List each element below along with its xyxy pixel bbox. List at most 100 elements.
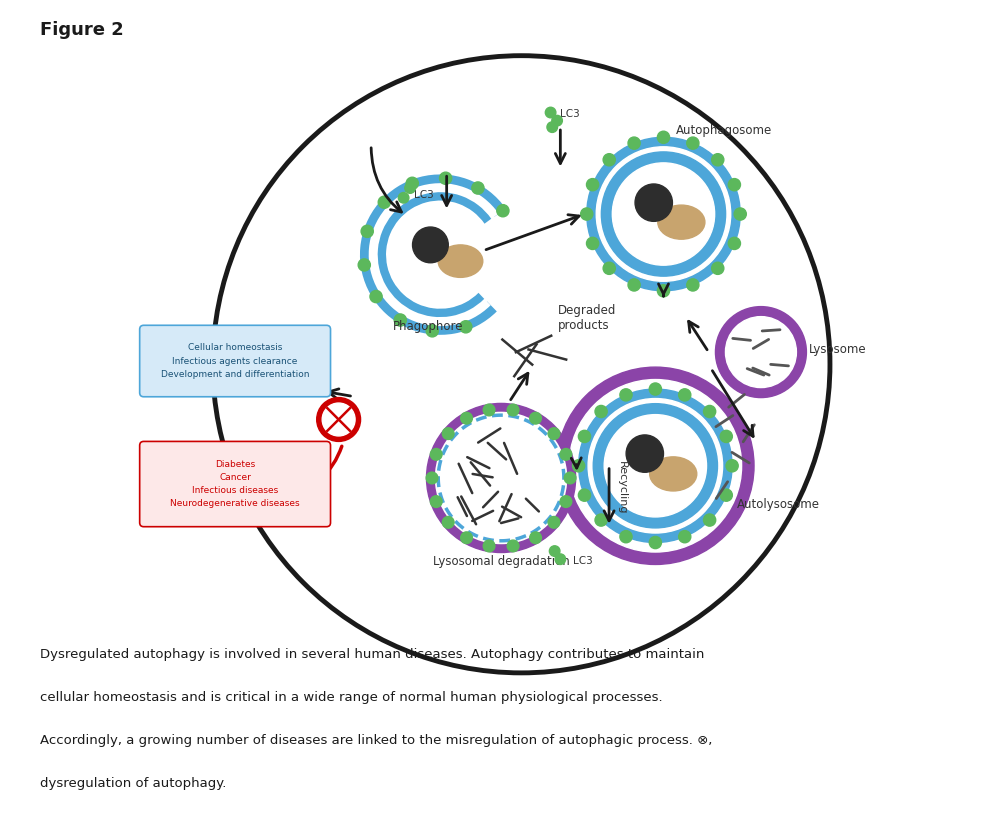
- Circle shape: [460, 412, 472, 424]
- Circle shape: [430, 496, 442, 507]
- Circle shape: [317, 397, 361, 441]
- Circle shape: [721, 489, 733, 501]
- Text: Autophagosome: Autophagosome: [676, 124, 772, 137]
- Circle shape: [626, 435, 663, 472]
- Circle shape: [721, 430, 733, 443]
- Circle shape: [560, 449, 572, 460]
- Circle shape: [729, 178, 741, 191]
- Circle shape: [586, 137, 741, 291]
- Circle shape: [593, 404, 718, 528]
- Circle shape: [322, 403, 355, 436]
- Circle shape: [379, 196, 391, 208]
- Circle shape: [439, 172, 451, 184]
- Text: Dysregulated autophagy is involved in several human diseases. Autophagy contribu: Dysregulated autophagy is involved in se…: [40, 648, 704, 662]
- Circle shape: [361, 225, 374, 237]
- Circle shape: [555, 554, 566, 564]
- Circle shape: [426, 472, 438, 484]
- Circle shape: [483, 540, 495, 552]
- Circle shape: [546, 107, 556, 118]
- Circle shape: [405, 183, 415, 193]
- Circle shape: [483, 404, 495, 415]
- Circle shape: [726, 460, 739, 472]
- Circle shape: [603, 262, 615, 274]
- Circle shape: [735, 208, 746, 220]
- FancyBboxPatch shape: [140, 441, 331, 527]
- Circle shape: [507, 540, 519, 552]
- Circle shape: [628, 137, 640, 150]
- Circle shape: [687, 137, 699, 150]
- Text: Recycling: Recycling: [617, 461, 627, 515]
- Circle shape: [573, 460, 584, 472]
- Circle shape: [579, 389, 733, 543]
- Ellipse shape: [658, 205, 705, 240]
- Circle shape: [407, 178, 418, 189]
- Circle shape: [472, 182, 484, 194]
- Circle shape: [442, 428, 454, 439]
- Circle shape: [712, 154, 724, 166]
- Circle shape: [399, 192, 409, 203]
- Text: cellular homeostasis and is critical in a wide range of normal human physiologic: cellular homeostasis and is critical in …: [40, 691, 662, 705]
- Circle shape: [726, 316, 796, 387]
- FancyBboxPatch shape: [140, 325, 331, 396]
- Text: Autolysosome: Autolysosome: [737, 498, 820, 511]
- Circle shape: [426, 403, 576, 553]
- Text: Degraded
products: Degraded products: [558, 304, 616, 332]
- Text: dysregulation of autophagy.: dysregulation of autophagy.: [40, 777, 227, 790]
- Circle shape: [358, 259, 371, 271]
- Circle shape: [704, 406, 716, 418]
- Circle shape: [560, 496, 572, 507]
- Circle shape: [596, 147, 731, 282]
- Circle shape: [628, 279, 640, 291]
- Text: Figure 2: Figure 2: [40, 21, 123, 39]
- Text: LC3: LC3: [414, 190, 434, 200]
- Circle shape: [442, 516, 454, 528]
- Circle shape: [620, 389, 632, 401]
- Circle shape: [547, 122, 558, 132]
- Text: Cellular homeostasis
Infectious agents clearance
Development and differentiation: Cellular homeostasis Infectious agents c…: [161, 344, 309, 379]
- Circle shape: [579, 489, 590, 501]
- Circle shape: [447, 424, 555, 532]
- Circle shape: [430, 449, 442, 460]
- Circle shape: [557, 367, 754, 564]
- Circle shape: [657, 131, 670, 144]
- Ellipse shape: [438, 244, 483, 278]
- Circle shape: [595, 406, 607, 418]
- Circle shape: [729, 237, 741, 249]
- Circle shape: [679, 389, 691, 401]
- Circle shape: [620, 530, 632, 543]
- Circle shape: [550, 546, 560, 557]
- Circle shape: [459, 320, 472, 333]
- Circle shape: [716, 306, 806, 397]
- Circle shape: [588, 398, 723, 533]
- Circle shape: [435, 412, 567, 544]
- Circle shape: [548, 516, 560, 528]
- Circle shape: [413, 227, 448, 263]
- Circle shape: [649, 383, 661, 395]
- Circle shape: [679, 530, 691, 543]
- Circle shape: [704, 514, 716, 526]
- Circle shape: [687, 279, 699, 291]
- Circle shape: [712, 262, 724, 274]
- Text: Lysosome: Lysosome: [809, 343, 867, 356]
- Circle shape: [460, 532, 472, 544]
- Circle shape: [603, 154, 615, 166]
- Circle shape: [635, 184, 672, 221]
- Circle shape: [570, 379, 742, 552]
- Circle shape: [612, 163, 715, 265]
- Circle shape: [580, 208, 592, 220]
- Ellipse shape: [650, 457, 697, 491]
- Circle shape: [657, 285, 670, 297]
- Circle shape: [586, 178, 598, 191]
- Circle shape: [586, 237, 598, 249]
- Circle shape: [565, 472, 576, 484]
- Text: Phagophore: Phagophore: [393, 320, 463, 333]
- Text: LC3: LC3: [560, 109, 580, 119]
- Circle shape: [649, 536, 661, 548]
- Circle shape: [497, 205, 509, 216]
- Circle shape: [507, 404, 519, 415]
- Circle shape: [548, 428, 560, 439]
- Circle shape: [604, 415, 707, 517]
- Circle shape: [579, 430, 590, 443]
- Circle shape: [426, 325, 438, 337]
- Circle shape: [530, 532, 542, 544]
